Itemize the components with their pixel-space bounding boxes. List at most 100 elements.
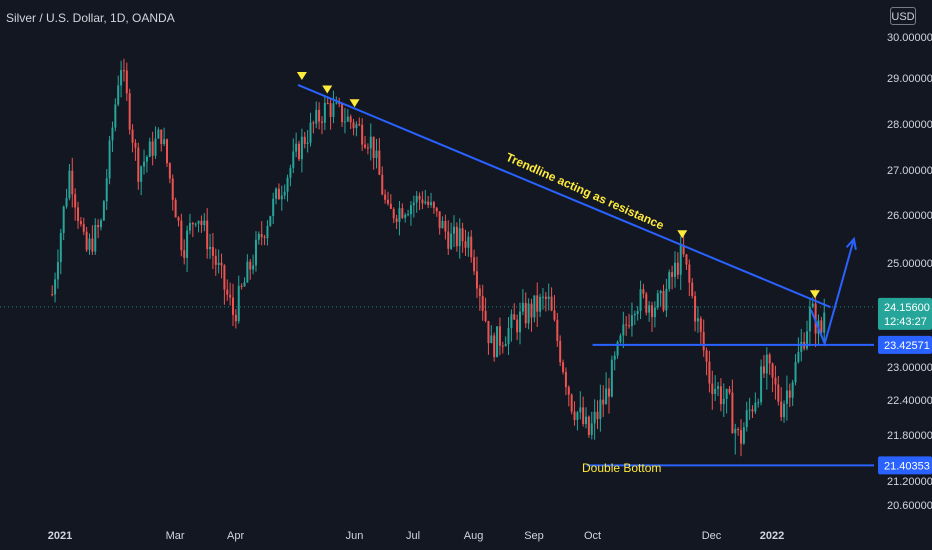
candle (458, 218, 461, 259)
candle (777, 375, 780, 406)
candle (102, 199, 105, 222)
candle (168, 162, 171, 184)
candle (475, 256, 478, 299)
candle (200, 215, 203, 233)
marker-triangle (296, 71, 307, 80)
candle (768, 352, 771, 375)
candle (625, 316, 628, 336)
candle (541, 287, 544, 310)
y-tick-label: 29.00000 (887, 73, 932, 85)
candle (691, 278, 694, 299)
candle (320, 116, 323, 135)
candle (171, 174, 174, 211)
candle (602, 385, 605, 418)
candle (688, 259, 691, 297)
candle (539, 293, 542, 318)
candle (160, 129, 163, 152)
candle (516, 314, 519, 341)
candle (386, 191, 389, 206)
candle (203, 213, 206, 232)
candle (452, 215, 455, 248)
candle (134, 139, 137, 161)
candle (579, 391, 582, 420)
candle (524, 292, 527, 328)
candle (808, 299, 811, 347)
candle (300, 128, 303, 173)
candle (143, 149, 146, 175)
candle (295, 132, 298, 158)
candle (194, 222, 197, 228)
candle (722, 383, 725, 417)
candle (671, 265, 674, 290)
candle (234, 309, 237, 329)
candle (191, 221, 194, 238)
candle (79, 216, 82, 227)
candle (455, 222, 458, 252)
candle (628, 313, 631, 329)
candle (639, 280, 642, 320)
candle (430, 192, 433, 208)
y-tick-label: 27.00000 (887, 165, 932, 177)
candle (694, 291, 697, 332)
candle (464, 229, 467, 256)
candle (432, 200, 435, 214)
candle (211, 233, 214, 270)
candle (757, 398, 760, 408)
candle (151, 131, 154, 166)
candle (157, 127, 160, 139)
candle (783, 400, 786, 423)
candle (209, 233, 212, 259)
candle (619, 333, 622, 344)
candle (82, 217, 85, 236)
candle (610, 355, 613, 398)
candle (653, 301, 656, 328)
candle (496, 326, 499, 358)
candle (249, 259, 252, 280)
candle (217, 249, 220, 274)
candle (229, 282, 232, 306)
candle (392, 207, 395, 224)
candle (154, 126, 157, 159)
candle (407, 209, 410, 217)
candle (734, 423, 737, 455)
candle (533, 295, 536, 323)
candle (85, 227, 88, 253)
candle (461, 222, 464, 253)
candle (349, 114, 352, 129)
candle (478, 284, 481, 311)
candle (137, 142, 140, 190)
x-tick-label: Sep (524, 530, 544, 542)
candle (346, 109, 349, 123)
candle (487, 320, 490, 355)
x-tick-label: Mar (166, 530, 185, 542)
candle (111, 121, 114, 152)
candle (409, 201, 412, 226)
candle (797, 337, 800, 364)
candle (51, 285, 54, 297)
candle (765, 347, 768, 390)
candle (404, 212, 407, 223)
candle (645, 291, 648, 316)
candle (275, 187, 278, 205)
candle (573, 401, 576, 426)
candle (361, 118, 364, 151)
svg-text:12:43:27: 12:43:27 (884, 316, 927, 328)
candle (510, 309, 513, 342)
candle (803, 332, 806, 351)
current-price-label: 24.15600 12:43:27 (878, 297, 932, 330)
candle (427, 195, 430, 209)
candle (774, 365, 777, 400)
candle (659, 289, 662, 307)
candle (665, 278, 668, 318)
candle (605, 372, 608, 405)
candle (395, 214, 398, 229)
candle (791, 379, 794, 406)
currency-button[interactable]: USD (890, 7, 916, 25)
candle (56, 249, 59, 289)
candle (438, 211, 441, 235)
candle (220, 253, 223, 279)
candle (673, 251, 676, 288)
candle (188, 213, 191, 235)
candle (364, 136, 367, 149)
